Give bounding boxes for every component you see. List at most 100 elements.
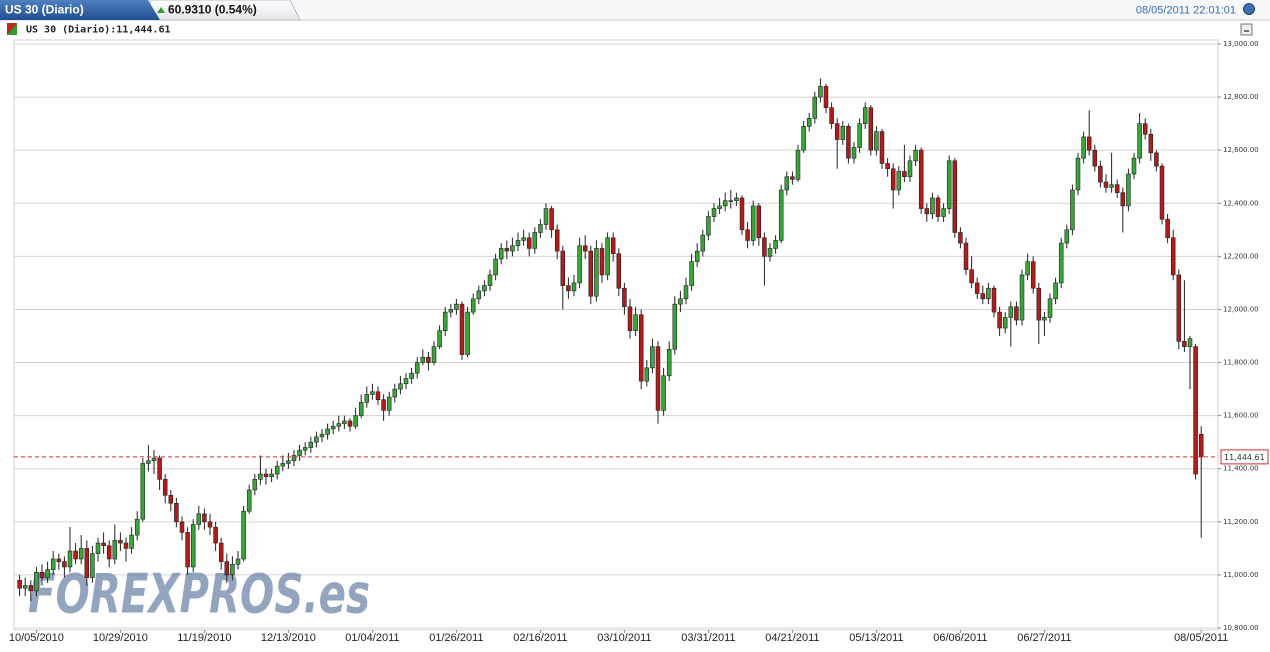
last-price-box xyxy=(1220,449,1269,465)
candle-body xyxy=(112,540,118,560)
candle-body xyxy=(739,197,745,231)
candle-body xyxy=(1131,157,1137,175)
candle-body xyxy=(370,391,375,395)
candle-body xyxy=(745,229,750,241)
candle-body xyxy=(34,571,39,592)
candle-body xyxy=(784,176,790,191)
candle-body xyxy=(840,125,846,140)
candle-body xyxy=(1137,123,1142,159)
y-tick-label: 11,600.00 xyxy=(1223,412,1259,420)
candle-body xyxy=(588,250,594,297)
candle-body xyxy=(952,160,958,233)
candle-body xyxy=(297,449,302,456)
candle-body xyxy=(353,415,358,427)
candle-body xyxy=(907,160,913,178)
candle-body xyxy=(902,171,907,178)
candle-body xyxy=(263,473,269,477)
candle-body xyxy=(274,465,280,475)
candle-body xyxy=(566,285,571,292)
candle-body xyxy=(644,367,650,382)
candle-body xyxy=(694,250,700,262)
candle-body xyxy=(1148,133,1154,154)
candle-body xyxy=(806,118,812,127)
globe-icon[interactable] xyxy=(1243,3,1255,15)
candle-body xyxy=(409,372,414,379)
candle-body xyxy=(493,258,498,276)
candle-body xyxy=(610,237,616,255)
candle-body xyxy=(594,248,599,297)
candle-body xyxy=(1176,274,1182,342)
candle-body xyxy=(190,524,196,568)
candle-body xyxy=(582,245,588,252)
candle-body xyxy=(706,216,711,236)
candle-body xyxy=(347,420,353,427)
candle-body xyxy=(913,149,918,162)
candle-body xyxy=(571,282,577,292)
candle-body xyxy=(185,532,190,568)
x-tick-label: 06/06/2011 xyxy=(933,632,987,644)
candle-body xyxy=(174,502,179,523)
candle-body xyxy=(997,311,1002,329)
candle-body xyxy=(403,378,409,385)
candle-body xyxy=(62,561,67,568)
candle-body xyxy=(286,460,291,464)
candle-body xyxy=(218,542,224,562)
chart-title: US 30 (Diario) xyxy=(5,3,84,17)
x-tick-label: 11/19/2010 xyxy=(177,632,231,644)
candle-body xyxy=(1109,184,1114,188)
candle-body xyxy=(375,391,381,401)
x-tick-label: 02/16/2011 xyxy=(513,632,567,644)
legend-icon-up xyxy=(7,23,17,35)
candle-body xyxy=(762,237,767,257)
x-tick-label: 01/26/2011 xyxy=(429,632,483,644)
candle-body xyxy=(1075,157,1081,191)
candle-body xyxy=(1092,149,1098,167)
candle-body xyxy=(459,303,465,355)
candle-body xyxy=(963,242,969,270)
collapse-button[interactable] xyxy=(1240,23,1253,36)
candle-body xyxy=(672,303,678,350)
candle-body xyxy=(862,107,868,124)
y-tick-label: 11,000.00 xyxy=(1223,571,1259,579)
candle-body xyxy=(498,248,504,260)
candle-body xyxy=(330,425,336,430)
candle-body xyxy=(454,303,459,310)
candle-body xyxy=(291,455,297,462)
candle-body xyxy=(1187,338,1193,347)
candle-body xyxy=(358,402,364,416)
candle-body xyxy=(666,348,672,377)
candle-body xyxy=(1165,218,1170,239)
candle-body xyxy=(851,147,857,159)
candle-body xyxy=(448,309,454,313)
candle-body xyxy=(45,569,50,578)
candle-body xyxy=(795,149,801,180)
candle-body xyxy=(1193,346,1198,475)
candle-body xyxy=(722,200,728,207)
candle-body xyxy=(386,396,392,411)
candle-body xyxy=(1086,136,1092,151)
candle-body xyxy=(930,197,935,215)
candle-body xyxy=(918,149,924,209)
candle-body xyxy=(974,282,980,294)
candle-body xyxy=(829,107,834,124)
candle-body xyxy=(269,473,274,477)
candle-body xyxy=(504,248,510,252)
candle-body xyxy=(622,287,627,308)
candle-body xyxy=(958,232,963,244)
title-tab xyxy=(0,0,160,20)
candle-body xyxy=(521,237,526,241)
candle-body xyxy=(1159,165,1165,220)
candle-body xyxy=(1070,189,1075,231)
candle-body xyxy=(767,248,773,257)
candle-body xyxy=(857,123,862,148)
candle-body xyxy=(258,473,263,480)
candle-body xyxy=(392,388,398,398)
candle-body xyxy=(73,550,78,560)
candle-body xyxy=(1170,237,1176,276)
candle-body xyxy=(599,248,605,276)
candle-body xyxy=(750,205,756,241)
candle-body xyxy=(1081,136,1086,159)
x-tick-label: 01/04/2011 xyxy=(345,632,399,644)
candle-body xyxy=(246,489,252,512)
candle-body xyxy=(134,518,140,536)
